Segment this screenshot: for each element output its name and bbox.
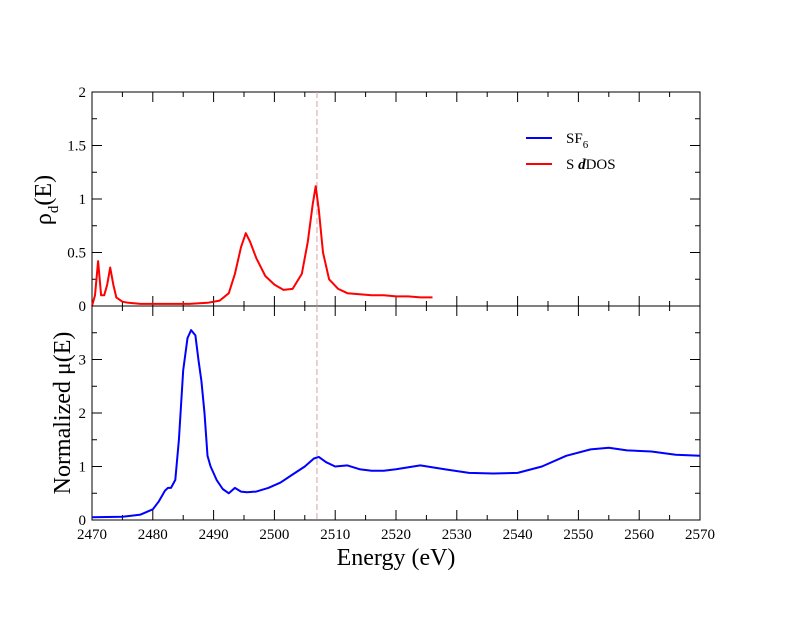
legend-label-s-ddos: S dDOS	[566, 157, 616, 173]
top-y-tick-label: 1.5	[67, 139, 86, 155]
x-tick-label: 2550	[563, 527, 593, 543]
bottom-axis-ticks: 2470 2480 2490 2500 2510 2520 2530 2540 2550 2560…	[77, 305, 715, 543]
x-tick-label: 2570	[685, 527, 715, 543]
bottom-y-tick-label: 3	[79, 353, 87, 369]
top-y-axis-title: ρd(E)	[31, 175, 62, 225]
bottom-y-tick-label: 2	[79, 406, 87, 422]
top-series-group	[91, 185, 433, 307]
x-tick-label: 2500	[259, 527, 289, 543]
x-tick-label: 2520	[381, 527, 411, 543]
top-axis-ticks: 0 0.5 1 1.5 2	[67, 85, 701, 315]
series-line-s-ddos	[91, 185, 433, 307]
legend: SF6 S dDOS	[526, 131, 616, 173]
top-y-tick-label: 0.5	[67, 246, 86, 262]
bottom-y-axis-title: Normalized μ(E)	[50, 332, 76, 495]
legend-label-sf6: SF6	[566, 131, 589, 151]
x-tick-label: 2560	[624, 527, 654, 543]
top-y-tick-label: 0	[79, 299, 87, 315]
bottom-panel: 2470 2480 2490 2500 2510 2520 2530 2540 2550 2560…	[50, 305, 715, 571]
top-panel: 0 0.5 1 1.5 2 ρd(E)	[31, 85, 701, 315]
x-tick-label: 2540	[503, 527, 533, 543]
x-tick-label: 2510	[320, 527, 350, 543]
x-tick-label: 2490	[199, 527, 229, 543]
top-y-tick-label: 2	[79, 85, 87, 101]
x-tick-label: 2530	[442, 527, 472, 543]
series-line-sf6	[91, 329, 701, 519]
bottom-series-group	[91, 329, 701, 519]
x-axis-title: Energy (eV)	[337, 545, 456, 571]
top-y-tick-label: 1	[79, 192, 87, 208]
bottom-y-tick-label: 1	[79, 460, 87, 476]
x-tick-label: 2470	[77, 527, 107, 543]
x-tick-label: 2480	[138, 527, 168, 543]
bottom-y-tick-label: 0	[79, 513, 87, 529]
